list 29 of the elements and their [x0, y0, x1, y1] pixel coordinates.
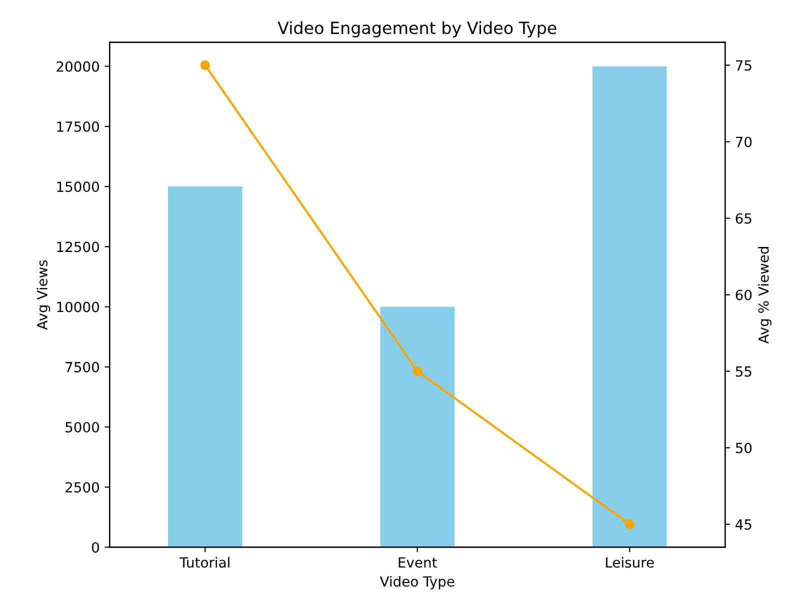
y2-tick-label: 75 — [736, 60, 752, 71]
y2-tick-label: 50 — [736, 442, 752, 454]
y2-tick-label: 55 — [736, 366, 752, 377]
chart-title: Video Engagement by Video Type — [278, 21, 556, 38]
x-tick-label: Event — [398, 557, 437, 568]
y2-tick-label: 65 — [736, 213, 752, 224]
y-tick-label: 17500 — [57, 121, 99, 132]
y-tick-label: 20000 — [56, 61, 99, 72]
point — [624, 519, 634, 530]
x-axis-title: Video Type — [380, 576, 454, 590]
y-tick-label: 0 — [92, 542, 99, 553]
y2-tick-label: 70 — [736, 136, 752, 148]
y2-tick-label: 60 — [736, 290, 752, 300]
point — [200, 60, 210, 70]
bar — [380, 306, 455, 548]
y2-axis-title: Avg % Viewed — [758, 246, 772, 344]
y-tick-label: 12500 — [57, 242, 99, 252]
x-tick-label: Tutorial — [180, 556, 230, 568]
x-tick-label: Leisure — [606, 556, 654, 568]
y-tick-label: 7500 — [66, 362, 99, 372]
y-tick-label: 5000 — [66, 422, 99, 432]
bar — [592, 66, 667, 548]
y2-tick-label: 45 — [736, 519, 752, 530]
y-axis-title: Avg Views — [36, 260, 50, 330]
y-tick-label: 2500 — [66, 482, 99, 493]
point — [412, 366, 422, 376]
bar — [168, 186, 242, 548]
y-tick-label: 15000 — [57, 182, 99, 192]
y-tick-label: 10000 — [57, 302, 99, 312]
